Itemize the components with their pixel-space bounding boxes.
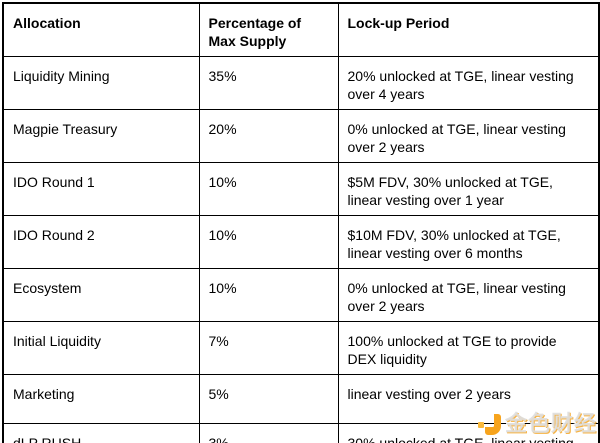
table-row: IDO Round 1 10% $5M FDV, 30% unlocked at… xyxy=(2,162,600,216)
cell-lockup: $5M FDV, 30% unlocked at TGE, linear ves… xyxy=(337,162,600,216)
cell-allocation: dLP RUSH xyxy=(2,422,200,443)
table-row: dLP RUSH 3% 30% unlocked at TGE, linear … xyxy=(2,422,600,443)
cell-allocation: Initial Liquidity xyxy=(2,321,200,375)
table-row: IDO Round 2 10% $10M FDV, 30% unlocked a… xyxy=(2,215,600,269)
cell-allocation: Ecosystem xyxy=(2,268,200,322)
table-row: Marketing 5% linear vesting over 2 years xyxy=(2,374,600,424)
table-row: Liquidity Mining 35% 20% unlocked at TGE… xyxy=(2,56,600,110)
header-allocation: Allocation xyxy=(2,2,200,57)
cell-percentage: 10% xyxy=(198,215,339,269)
cell-percentage: 35% xyxy=(198,56,339,110)
header-lockup: Lock-up Period xyxy=(337,2,600,57)
cell-lockup: 0% unlocked at TGE, linear vesting over … xyxy=(337,109,600,163)
cell-lockup: 100% unlocked at TGE to provide DEX liqu… xyxy=(337,321,600,375)
cell-allocation: Magpie Treasury xyxy=(2,109,200,163)
cell-allocation: IDO Round 1 xyxy=(2,162,200,216)
table-row: Magpie Treasury 20% 0% unlocked at TGE, … xyxy=(2,109,600,163)
cell-allocation: Marketing xyxy=(2,374,200,424)
cell-percentage: 3% xyxy=(198,422,339,443)
cell-lockup: 20% unlocked at TGE, linear vesting over… xyxy=(337,56,600,110)
cell-allocation: IDO Round 2 xyxy=(2,215,200,269)
cell-percentage: 10% xyxy=(198,162,339,216)
cell-lockup: 0% unlocked at TGE, linear vesting over … xyxy=(337,268,600,322)
cell-percentage: 5% xyxy=(198,374,339,424)
cell-allocation: Liquidity Mining xyxy=(2,56,200,110)
cell-percentage: 10% xyxy=(198,268,339,322)
header-percentage: Percentage of Max Supply xyxy=(198,2,339,57)
cell-percentage: 7% xyxy=(198,321,339,375)
table-row: Ecosystem 10% 0% unlocked at TGE, linear… xyxy=(2,268,600,322)
cell-lockup: 30% unlocked at TGE, linear vesting over… xyxy=(337,422,600,443)
cell-lockup: linear vesting over 2 years xyxy=(337,374,600,424)
cell-lockup: $10M FDV, 30% unlocked at TGE, linear ve… xyxy=(337,215,600,269)
table-header-row: Allocation Percentage of Max Supply Lock… xyxy=(2,2,600,57)
cell-percentage: 20% xyxy=(198,109,339,163)
table-row: Initial Liquidity 7% 100% unlocked at TG… xyxy=(2,321,600,375)
